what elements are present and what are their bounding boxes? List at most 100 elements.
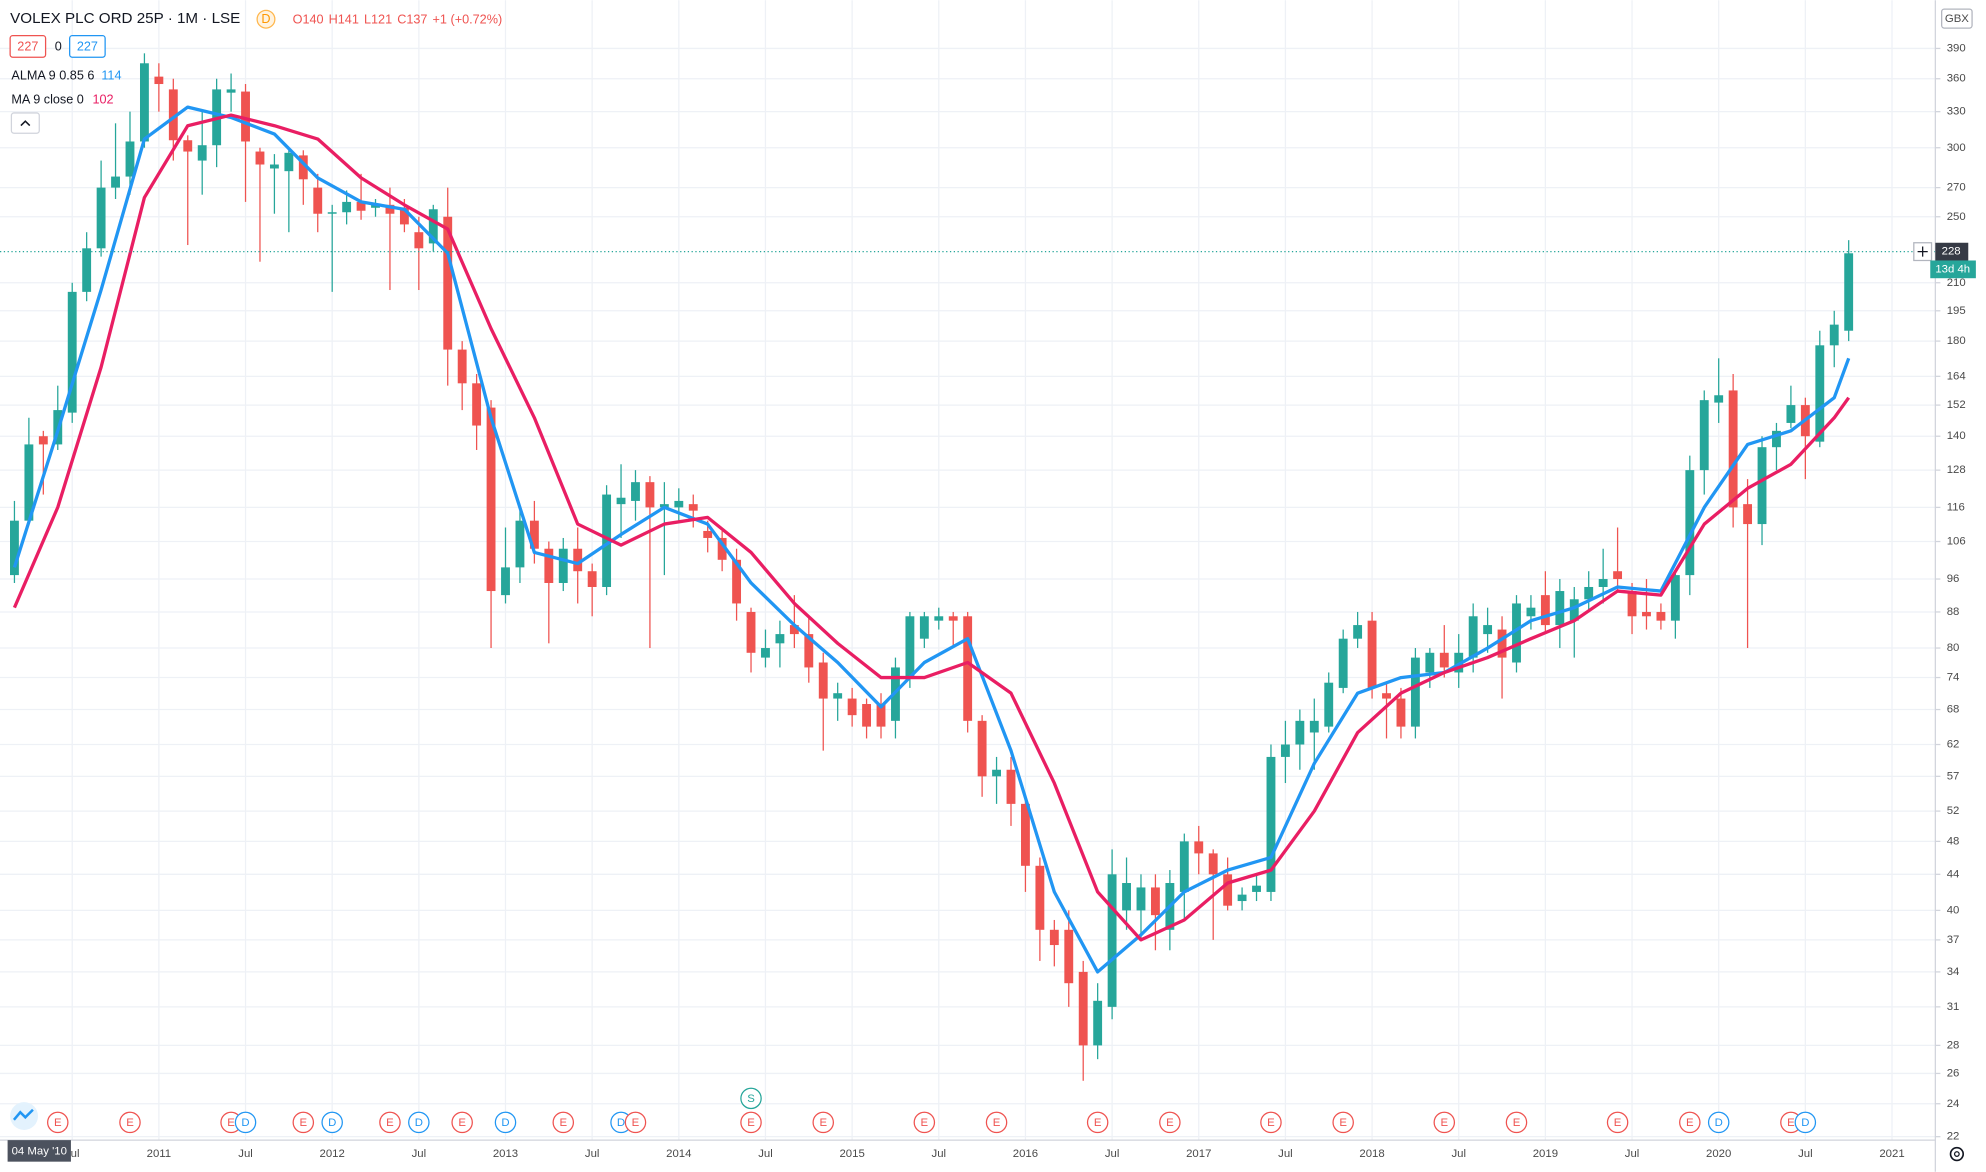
candle-body (876, 704, 886, 727)
event-marker[interactable] (1433, 1111, 1456, 1134)
candle-body (1670, 575, 1680, 621)
event-label: E (1267, 1117, 1275, 1129)
currency-box[interactable] (1941, 8, 1973, 29)
candle-body (529, 520, 539, 549)
y-tick-label: 68 (1947, 704, 1960, 716)
candle-body (587, 571, 597, 587)
event-label: E (993, 1117, 1001, 1129)
candle-body (10, 520, 19, 576)
y-tick-label: 270 (1947, 182, 1966, 194)
y-tick-label: 48 (1947, 835, 1960, 847)
candle-body (631, 482, 640, 501)
event-marker[interactable] (1606, 1111, 1629, 1134)
event-marker[interactable] (451, 1111, 473, 1134)
event-marker[interactable] (494, 1111, 517, 1134)
badge: D (261, 12, 270, 26)
candle-body (602, 494, 612, 587)
event-label: E (458, 1117, 466, 1129)
candle-body (125, 141, 135, 177)
settings-icon[interactable] (1949, 1146, 1965, 1162)
candle-body (905, 616, 915, 678)
y-tick-label: 195 (1947, 305, 1966, 317)
candle-body (1021, 803, 1030, 866)
event-marker[interactable] (408, 1111, 430, 1134)
candle-body (1555, 591, 1565, 626)
event-label: E (819, 1117, 827, 1129)
event-marker[interactable] (234, 1111, 257, 1134)
price-label-box (1935, 242, 1969, 261)
candle-body (1512, 603, 1521, 663)
event-marker[interactable] (1794, 1111, 1817, 1134)
event-marker[interactable] (292, 1111, 315, 1134)
event-marker[interactable] (1505, 1111, 1528, 1134)
candle-body (1194, 841, 1204, 854)
candle-body (1338, 638, 1348, 688)
collapse-button[interactable] (10, 112, 40, 134)
event-marker[interactable] (985, 1111, 1008, 1134)
collapse-icon (20, 120, 31, 127)
event-marker[interactable] (812, 1111, 835, 1134)
event-marker[interactable] (1707, 1111, 1730, 1134)
candle-body (67, 291, 77, 413)
change-label: +1 (+0.72%) (433, 13, 503, 27)
candle-body (284, 152, 294, 172)
event-marker[interactable] (913, 1111, 936, 1134)
candle-body (1468, 616, 1478, 658)
candle-body (1757, 447, 1767, 525)
event-marker[interactable] (1260, 1111, 1282, 1134)
candle-body (1179, 841, 1189, 892)
event-marker[interactable] (47, 1111, 69, 1134)
y-tick-label: 24 (1947, 1098, 1960, 1110)
candle-body (1569, 599, 1579, 621)
crosshair-date: 04 May '10 (12, 1146, 67, 1158)
countdown: 13d 4h (1935, 263, 1970, 275)
event-label: E (1787, 1117, 1795, 1129)
candle-body (1699, 400, 1709, 471)
tv-logo (10, 1102, 38, 1130)
event-marker[interactable] (119, 1111, 141, 1134)
candle-body (558, 548, 568, 583)
event-label: E (921, 1117, 929, 1129)
buy-price[interactable]: 227 (77, 39, 98, 53)
event-marker[interactable] (1159, 1111, 1181, 1134)
event-label: E (1614, 1117, 1622, 1129)
candle-body (342, 201, 352, 213)
gear[interactable] (1949, 1146, 1965, 1162)
event-label: D (241, 1117, 249, 1129)
candle-body (1078, 971, 1088, 1046)
candle-body (919, 616, 929, 639)
candle-body (1497, 629, 1507, 658)
event-marker[interactable] (740, 1111, 762, 1134)
y-tick-label: 80 (1947, 642, 1960, 654)
y-tick-label: 180 (1947, 335, 1966, 347)
event-marker[interactable] (552, 1111, 575, 1134)
candle-body (847, 698, 857, 716)
event-marker[interactable] (624, 1111, 647, 1134)
candle-body (1006, 769, 1016, 804)
event-label: E (559, 1117, 567, 1129)
currency[interactable]: GBX (1945, 13, 1969, 25)
sell-box[interactable] (9, 35, 47, 58)
candle-body (616, 497, 626, 505)
candle-body (1252, 885, 1261, 892)
candle-body (457, 349, 467, 384)
buy-box[interactable] (69, 35, 106, 58)
event-label: S (747, 1093, 755, 1105)
candle-body (428, 209, 438, 244)
y-tick-label: 300 (1947, 142, 1966, 154)
event-marker[interactable] (321, 1111, 343, 1134)
event-marker[interactable] (1679, 1111, 1701, 1134)
candle-body (1093, 1000, 1103, 1046)
gear-hub[interactable] (1953, 1151, 1960, 1157)
x-tick-label: 2013 (493, 1148, 518, 1160)
candle-body (775, 634, 785, 644)
ohlc-legend: O140 H141 L121 C137 +1 (+0.72%) (293, 13, 503, 27)
event-marker[interactable] (1086, 1111, 1109, 1134)
event-marker[interactable] (379, 1111, 401, 1134)
event-label: E (227, 1117, 235, 1129)
event-marker[interactable] (1332, 1111, 1354, 1134)
event-marker[interactable] (740, 1087, 762, 1110)
sell-price[interactable]: 227 (17, 39, 38, 53)
event-label: E (1339, 1117, 1347, 1129)
